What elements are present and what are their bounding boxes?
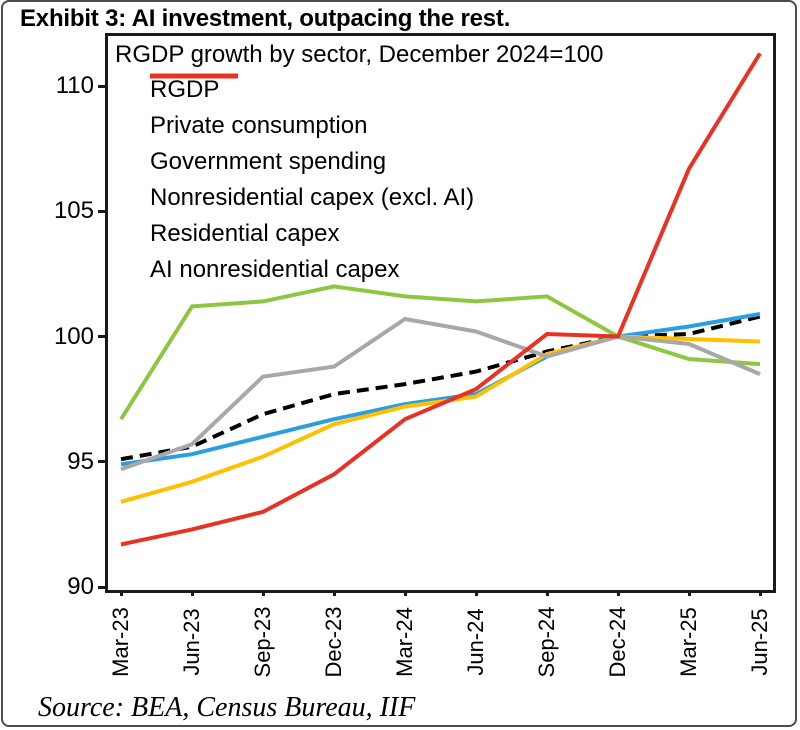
xtick-mark-2 [261, 590, 265, 596]
xtick-mark-7 [616, 590, 620, 596]
xtick-mark-8 [687, 590, 691, 596]
legend-item-1: Private consumption [150, 73, 474, 144]
chart-legend: RGDP Private consumption Government spendi… [150, 72, 474, 288]
series-line-1 [120, 312, 761, 467]
series-line-4 [120, 316, 761, 472]
xtick-label-5: Jun-24 [463, 608, 488, 676]
xtick-label-2: Sep-23 [250, 606, 275, 678]
ytick-label-90: 90 [67, 573, 94, 600]
xtick-mark-6 [545, 590, 549, 596]
series-line-3 [119, 284, 761, 421]
ytick-label-110: 110 [55, 72, 94, 99]
legend-label-5: AI nonresidential capex [150, 256, 400, 283]
legend-label-3: Nonresidential capex (excl. AI) [150, 184, 475, 211]
xtick-label-3: Dec-23 [321, 606, 346, 678]
legend-label-2: Government spending [150, 148, 387, 175]
series-line-5 [120, 52, 762, 547]
xtick-mark-1 [190, 590, 194, 596]
legend-label-4: Residential capex [150, 220, 340, 247]
xtick-label-0: Mar-23 [108, 607, 133, 677]
xtick-mark-0 [119, 590, 123, 596]
xtick-label-7: Dec-24 [605, 606, 630, 678]
xtick-label-4: Mar-24 [392, 607, 417, 677]
figure-title: Exhibit 3: AI investment, outpacing the … [20, 5, 511, 32]
legend-item-4: Residential capex [150, 73, 474, 252]
ytick-label-95: 95 [67, 447, 94, 475]
xtick-label-8: Mar-25 [676, 607, 701, 677]
xtick-mark-3 [332, 590, 336, 596]
legend-swatch-5 [150, 73, 238, 79]
ytick-mark-95 [98, 460, 105, 464]
xtick-label-9: Jun-25 [747, 608, 772, 676]
series-line-0 [120, 314, 761, 462]
xtick-label-6: Sep-24 [534, 606, 559, 678]
source-note: Source: BEA, Census Bureau, IIF [38, 692, 416, 723]
plot-frame: RGDP growth by sector, December 2024=100… [105, 33, 776, 593]
legend-label-0: RGDP [150, 76, 220, 103]
line-chart [119, 52, 762, 547]
legend-item-5: AI nonresidential capex [150, 73, 474, 288]
legend-label-1: Private consumption [150, 112, 368, 139]
xtick-label-1: Jun-23 [179, 608, 204, 676]
legend-item-2: Government spending [150, 73, 474, 180]
ytick-label-100: 100 [53, 322, 94, 350]
chart-subtitle: RGDP growth by sector, December 2024=100 [115, 41, 604, 68]
ytick-mark-90 [98, 585, 105, 589]
ytick-mark-105 [98, 209, 105, 213]
xtick-mark-5 [474, 590, 478, 596]
ytick-label-105: 105 [53, 197, 94, 225]
legend-item-3: Nonresidential capex (excl. AI) [150, 73, 475, 216]
series-line-2 [120, 334, 761, 504]
xtick-mark-9 [758, 590, 762, 596]
ytick-mark-110 [98, 84, 105, 88]
ytick-mark-100 [98, 335, 105, 338]
xtick-mark-4 [403, 590, 407, 596]
